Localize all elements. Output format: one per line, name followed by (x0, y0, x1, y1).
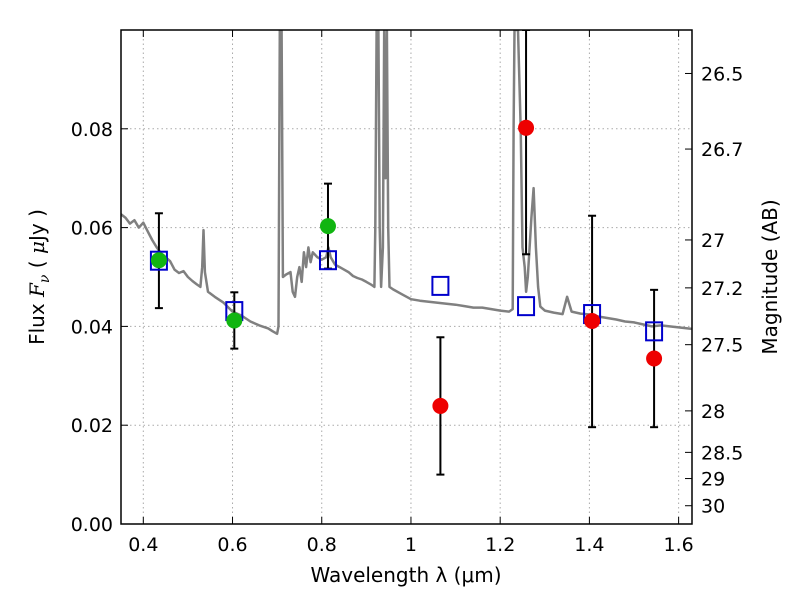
y-axis-label-sub: ν (37, 274, 53, 283)
y-axis-label-mid: ( (25, 254, 49, 275)
x-tick-label: 0.6 (217, 534, 247, 556)
x-tick-label: 1.6 (664, 534, 694, 556)
axes: 0.4 0.6 0.8 1 1.2 1.4 1.6 0.00 0.02 0.04 0.06 0.08 2… (71, 29, 743, 556)
green-data-point (319, 218, 336, 235)
red-data-point (584, 312, 601, 329)
y-axis-label-pre: Flux (25, 297, 49, 345)
green-data-point (226, 312, 243, 329)
magnitude-tick-label: 26.7 (701, 139, 743, 161)
x-tick-label: 0.8 (307, 534, 337, 556)
plot-frame (120, 29, 693, 525)
red-data-point (432, 397, 449, 414)
model-photometry-square (431, 275, 450, 296)
magnitude-tick-label: 30 (701, 496, 725, 518)
model-spectrum-line (121, 30, 692, 336)
x-tick-label: 0.4 (128, 534, 158, 556)
magnitude-tick-label: 29 (701, 469, 725, 491)
plot-area (121, 30, 692, 476)
magnitude-tick-label: 28 (701, 401, 725, 423)
magnitude-axis-label: Magnitude (AB) (758, 199, 782, 354)
magnitude-tick-label: 27.5 (701, 335, 743, 357)
red-data-point (646, 350, 663, 367)
model-photometry-square (645, 321, 664, 342)
grid-lines (121, 30, 692, 524)
y-tick-label: 0.00 (71, 514, 113, 536)
y-axis-label-post: Jy ) (25, 209, 49, 243)
magnitude-tick-label: 27 (701, 230, 725, 252)
magnitude-tick-label: 26.5 (701, 63, 743, 85)
magnitude-tick-label: 27.2 (701, 278, 743, 300)
green-data-point (150, 252, 167, 269)
red-data-point (518, 119, 535, 136)
y-axis-label-mu: μ (25, 241, 49, 254)
x-axis-label: Wavelength λ (μm) (310, 563, 501, 587)
y-axis-label-var: F (25, 282, 49, 298)
x-tick-label: 1 (405, 534, 417, 556)
model-photometry-square (318, 250, 337, 271)
magnitude-tick-label: 28.5 (701, 442, 743, 464)
model-photometry-square (517, 296, 536, 317)
y-tick-label: 0.06 (71, 218, 113, 240)
x-tick-label: 1.4 (574, 534, 604, 556)
y-tick-label: 0.08 (71, 119, 113, 141)
y-tick-label: 0.04 (71, 316, 113, 338)
model-photometry-square (149, 250, 168, 271)
y-tick-label: 0.02 (71, 415, 113, 437)
y-axis-label: Flux Fν ( μJy ) (25, 209, 53, 345)
x-tick-label: 1.2 (485, 534, 515, 556)
